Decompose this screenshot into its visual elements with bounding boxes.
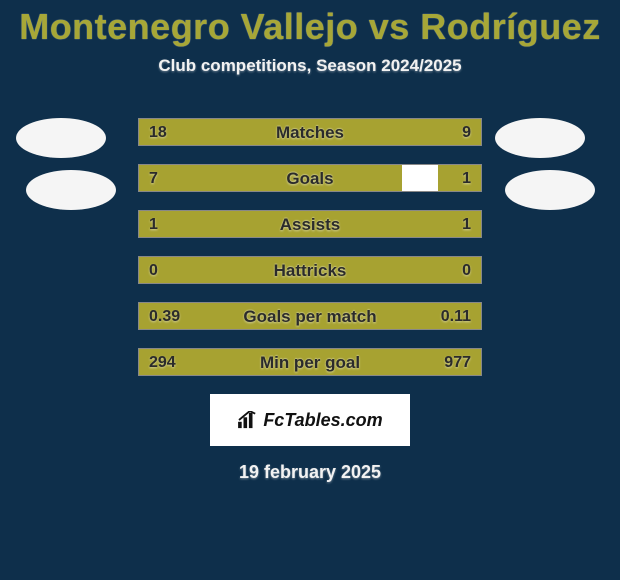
player-avatar-left [26, 170, 116, 210]
stat-row: Min per goal294 977 [138, 348, 482, 376]
stat-label: Assists [139, 211, 481, 239]
page-title: Montenegro Vallejo vs Rodríguez [0, 0, 620, 48]
comparison-infographic: Montenegro Vallejo vs Rodríguez Club com… [0, 0, 620, 580]
stat-value-right: 977 [444, 349, 471, 377]
stat-label: Goals [139, 165, 481, 193]
stat-value-right: 9 [462, 119, 471, 147]
stat-value-right: 1 [462, 165, 471, 193]
stat-label: Goals per match [139, 303, 481, 331]
stat-value-right: 0.11 [441, 303, 471, 331]
stat-label: Matches [139, 119, 481, 147]
brand-label: FcTables.com [263, 410, 382, 431]
stat-value-left: 0.39 [149, 303, 180, 331]
stat-value-left: 0 [149, 257, 158, 285]
stat-row: Matches18 9 [138, 118, 482, 146]
date-label: 19 february 2025 [0, 462, 620, 483]
stat-value-right: 1 [462, 211, 471, 239]
stat-row: Assists1 1 [138, 210, 482, 238]
player-avatar-left [16, 118, 106, 158]
player-avatar-right [505, 170, 595, 210]
stat-value-right: 0 [462, 257, 471, 285]
chart-icon [237, 411, 259, 429]
stat-value-left: 7 [149, 165, 158, 193]
stat-value-left: 294 [149, 349, 176, 377]
stat-value-left: 18 [149, 119, 167, 147]
brand-box: FcTables.com [210, 394, 410, 446]
subtitle: Club competitions, Season 2024/2025 [0, 56, 620, 76]
stat-label: Min per goal [139, 349, 481, 377]
stat-label: Hattricks [139, 257, 481, 285]
stat-row: Hattricks0 0 [138, 256, 482, 284]
stat-value-left: 1 [149, 211, 158, 239]
stat-row: Goals per match0.39 0.11 [138, 302, 482, 330]
stat-row: Goals7 1 [138, 164, 482, 192]
player-avatar-right [495, 118, 585, 158]
